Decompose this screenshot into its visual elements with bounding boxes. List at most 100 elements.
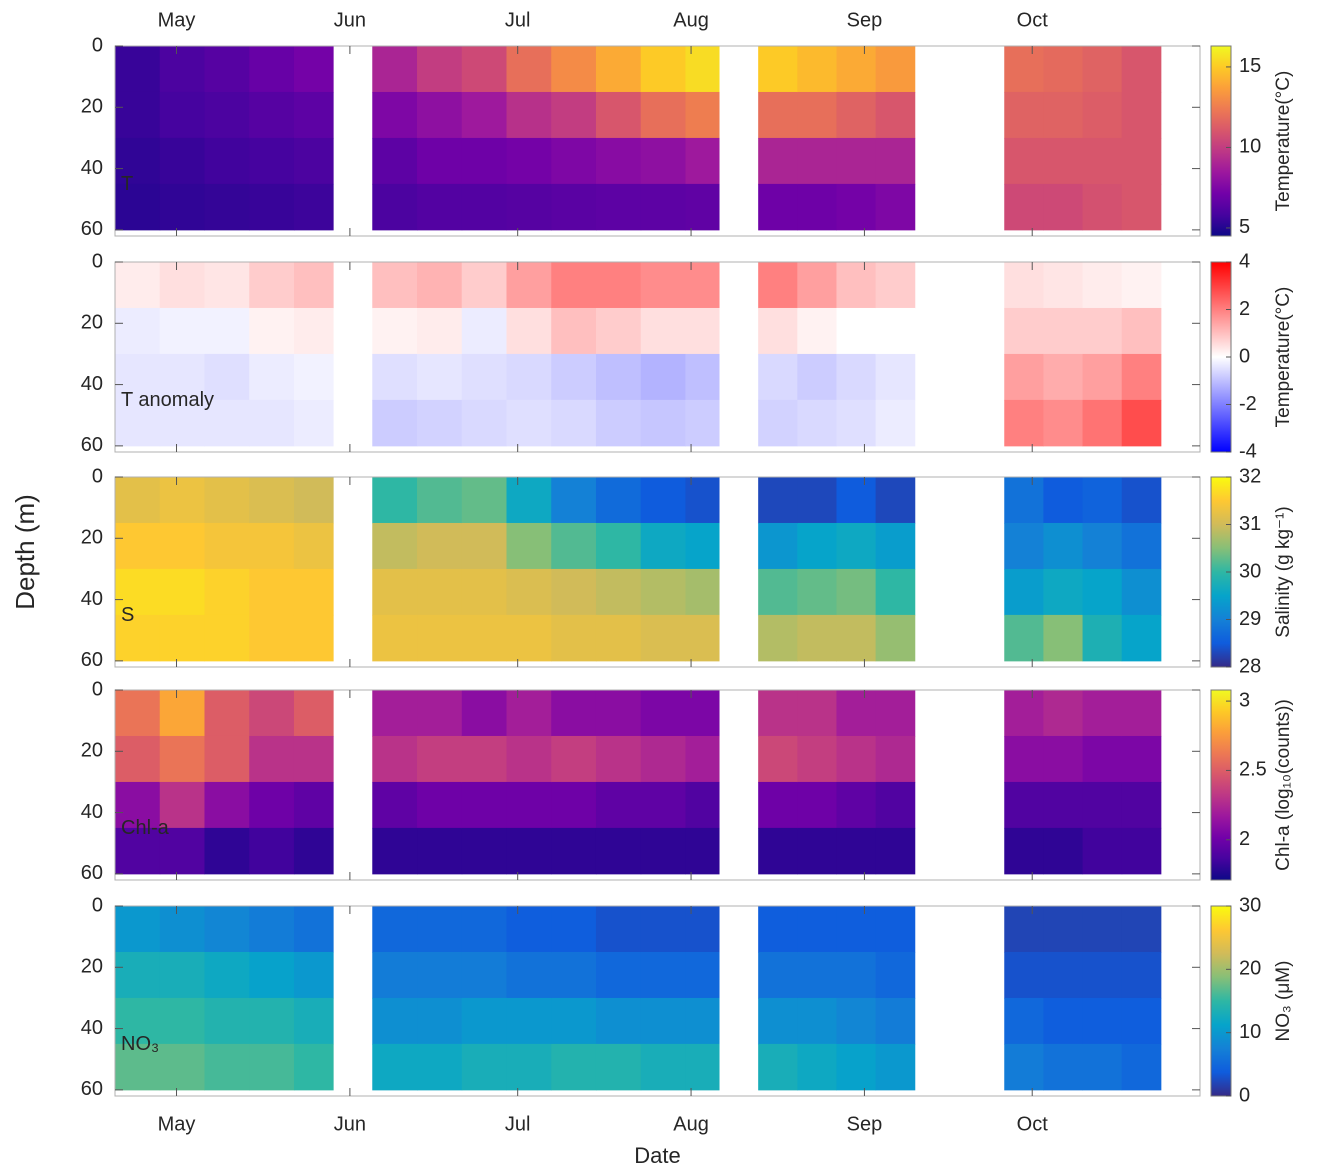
heatmap-cell — [159, 906, 205, 953]
heatmap-cell — [758, 522, 798, 570]
heatmap-cell — [797, 399, 837, 447]
heatmap-cell — [1004, 614, 1044, 662]
heatmap-cell — [115, 951, 161, 999]
y-tick-label: 60 — [81, 649, 103, 671]
heatmap-cell — [1004, 906, 1044, 953]
heatmap-cell — [640, 353, 686, 401]
heatmap-cell — [551, 307, 597, 355]
heatmap-cell — [758, 307, 798, 355]
heatmap-cell — [506, 399, 552, 447]
heatmap-cell — [685, 614, 720, 662]
heatmap-cell — [595, 906, 642, 953]
heatmap-cell — [551, 183, 597, 231]
colorbar-tick-label: 2 — [1239, 828, 1250, 850]
heatmap-cell — [685, 781, 720, 829]
heatmap-cell — [417, 781, 463, 829]
heatmap-cell — [758, 262, 798, 309]
heatmap-cell — [595, 399, 642, 447]
heatmap-cell — [797, 997, 837, 1045]
y-tick-label: 40 — [81, 588, 103, 610]
heatmap-cell — [1043, 46, 1084, 93]
heatmap-cell — [372, 522, 418, 570]
colorbar-tick-label: 32 — [1239, 465, 1261, 487]
heatmap-cell — [372, 477, 418, 524]
heatmap-cell — [293, 735, 334, 783]
heatmap-cell — [159, 951, 205, 999]
heatmap-cell — [204, 997, 250, 1045]
heatmap-cell — [506, 183, 552, 231]
axes-box — [114, 905, 1201, 1097]
panel-label: T anomaly — [121, 389, 214, 411]
heatmap-cell — [836, 46, 877, 93]
heatmap-cell — [159, 1043, 205, 1091]
heatmap-cell — [249, 1043, 295, 1091]
heatmap-cell — [461, 690, 507, 737]
heatmap-cell — [159, 262, 205, 309]
heatmap-cell — [461, 781, 507, 829]
heatmap-cell — [836, 183, 877, 231]
heatmap-cell — [1082, 951, 1123, 999]
heatmap-cell — [293, 91, 334, 139]
heatmap-cell — [836, 997, 877, 1045]
heatmap-cell — [1043, 735, 1084, 783]
heatmap-cell — [115, 353, 161, 401]
heatmap-cell — [1004, 997, 1044, 1045]
heatmap-cell — [758, 399, 798, 447]
heatmap-cell — [1121, 1043, 1162, 1091]
heatmap-cell — [1121, 735, 1162, 783]
heatmap-cell — [640, 1043, 686, 1091]
heatmap-cell — [372, 781, 418, 829]
heatmap-cell — [115, 735, 161, 783]
heatmap-cell — [159, 183, 205, 231]
heatmap-cell — [159, 827, 205, 875]
colorbar-tick-label: 28 — [1239, 655, 1261, 677]
heatmap-cell — [204, 951, 250, 999]
heatmap-cell — [249, 137, 295, 185]
heatmap-cell — [551, 735, 597, 783]
heatmap-cell — [836, 1043, 877, 1091]
heatmap-cell — [797, 614, 837, 662]
heatmap-cell — [417, 1043, 463, 1091]
heatmap-cell — [797, 568, 837, 616]
heatmap-cell — [372, 614, 418, 662]
heatmap-cell — [204, 353, 250, 401]
heatmap-cell — [551, 46, 597, 93]
heatmap-cell — [1004, 735, 1044, 783]
y-tick-label: 20 — [81, 312, 103, 334]
heatmap-cell — [640, 183, 686, 231]
heatmap-cell — [417, 522, 463, 570]
heatmap-cell — [506, 614, 552, 662]
heatmap-cell — [1082, 735, 1123, 783]
heatmap-cell — [293, 137, 334, 185]
heatmap-cell — [685, 951, 720, 999]
heatmap-cell — [595, 614, 642, 662]
heatmap-cell — [115, 827, 161, 875]
heatmap-cell — [1121, 91, 1162, 139]
heatmap-cell — [204, 183, 250, 231]
heatmap-cell — [506, 906, 552, 953]
heatmap-cell — [293, 307, 334, 355]
heatmap-cell — [1121, 997, 1162, 1045]
heatmap-cell — [1121, 827, 1162, 875]
colorbar-tick-label: 10 — [1239, 136, 1261, 158]
heatmap-cell — [249, 781, 295, 829]
heatmap-cell — [1082, 399, 1123, 447]
heatmap-cell — [1043, 1043, 1084, 1091]
heatmap-cell — [506, 137, 552, 185]
heatmap-cell — [461, 91, 507, 139]
heatmap-cell — [293, 183, 334, 231]
heatmap-cell — [506, 568, 552, 616]
colorbar-tick-label: 30 — [1239, 560, 1261, 582]
colorbar-label: Salinity (g kg⁻¹) — [1273, 506, 1294, 637]
panel-label: S — [121, 604, 134, 626]
heatmap-cell — [875, 1043, 916, 1091]
heatmap-cell — [1121, 906, 1162, 953]
heatmap-cell — [417, 827, 463, 875]
heatmap-cell — [640, 827, 686, 875]
heatmap-cell — [506, 690, 552, 737]
heatmap-cell — [115, 183, 161, 231]
heatmap-cell — [640, 522, 686, 570]
heatmap-cell — [417, 353, 463, 401]
heatmap-cell — [875, 690, 916, 737]
heatmap-cell — [1043, 690, 1084, 737]
